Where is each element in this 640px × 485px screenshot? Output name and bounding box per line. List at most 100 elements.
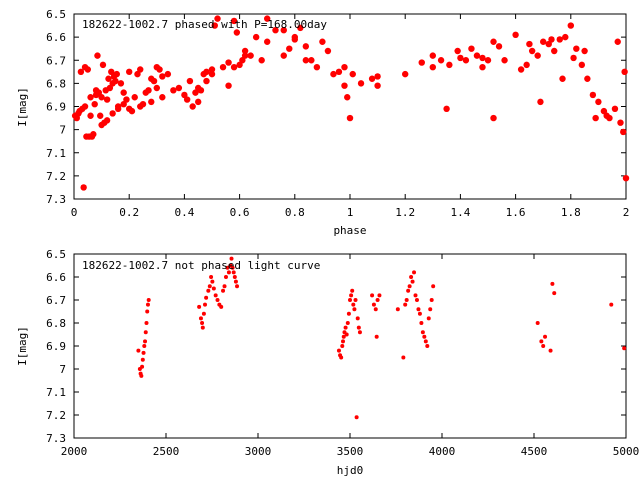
phased-data-point <box>264 38 271 45</box>
phased-data-point <box>457 54 464 62</box>
unphased-data-point <box>426 316 431 321</box>
phased-data-point <box>443 105 450 113</box>
phased-data-point <box>109 110 116 117</box>
unphased-data-point <box>204 295 209 300</box>
phased-data-point <box>357 80 365 87</box>
phased-data-point <box>313 63 321 71</box>
unphased-data-point <box>395 307 400 312</box>
unphased-data-point <box>201 311 206 316</box>
unphased-data-point <box>410 279 415 284</box>
unphased-data-point <box>207 284 212 289</box>
unphased-data-point <box>535 321 540 325</box>
phased-data-point <box>131 94 138 101</box>
unphased-data-point <box>142 344 147 348</box>
phased-y-tick-label: 6.9 <box>46 101 66 114</box>
phased-y-tick-label: 7.1 <box>46 147 66 160</box>
phased-data-point <box>170 87 177 94</box>
unphased-data-point <box>350 288 355 293</box>
unphased-data-point <box>412 270 417 275</box>
unphased-data-point <box>345 321 350 325</box>
unphased-data-point <box>349 293 354 298</box>
phased-data-point <box>236 61 243 69</box>
unphased-data-point <box>210 279 215 284</box>
unphased-data-point <box>229 256 234 261</box>
phased-data-point <box>484 57 492 64</box>
phased-data-point <box>81 103 89 110</box>
unphased-data-point <box>420 330 425 335</box>
unphased-data-point <box>541 344 546 348</box>
phased-data-point <box>164 70 172 78</box>
unphased-y-tick-label: 7 <box>59 363 66 376</box>
phased-data-point <box>145 87 152 94</box>
unphased-data-point <box>404 298 409 302</box>
phased-data-point <box>589 91 597 99</box>
unphased-data-point <box>552 291 557 296</box>
unphased-data-points <box>136 256 627 420</box>
unphased-y-tick-label: 6.8 <box>46 317 66 330</box>
unphased-panel-title: 182622-1002.7 not phased light curve <box>82 259 320 272</box>
phased-data-point <box>252 33 260 41</box>
phased-data-point <box>330 70 337 78</box>
phased-data-point <box>308 57 315 64</box>
phased-data-point <box>600 107 608 115</box>
unphased-data-point <box>353 298 358 302</box>
phased-data-point <box>319 38 326 45</box>
phased-data-point <box>159 73 166 80</box>
unphased-data-point <box>226 270 231 275</box>
phased-data-point <box>126 68 133 76</box>
phased-y-tick-label: 6.7 <box>46 54 66 67</box>
phased-data-point <box>302 43 310 50</box>
phased-data-point <box>233 29 241 36</box>
phased-data-point <box>617 119 624 126</box>
phased-data-point <box>341 82 348 89</box>
unphased-x-tick-label: 4500 <box>521 445 548 458</box>
phased-data-point <box>523 61 530 69</box>
phased-data-point <box>153 84 160 92</box>
phased-data-point <box>230 63 238 71</box>
unphased-data-point <box>346 311 351 316</box>
unphased-data-point <box>232 275 237 279</box>
phased-data-point <box>368 75 376 82</box>
phased-data-point <box>537 98 544 106</box>
phased-x-tick-label: 0.2 <box>119 206 139 219</box>
unphased-data-point <box>343 325 348 330</box>
phased-x-tick-label: 1.2 <box>395 206 415 219</box>
unphased-data-point <box>336 348 341 353</box>
unphased-x-tick-label: 3500 <box>337 445 364 458</box>
phased-data-point <box>186 77 194 85</box>
unphased-y-tick-label: 6.5 <box>46 248 66 261</box>
phased-data-point <box>92 87 100 94</box>
unphased-data-point <box>140 357 145 362</box>
phased-x-tick-label: 0.8 <box>285 206 305 219</box>
unphased-data-point <box>223 275 228 279</box>
unphased-data-point <box>230 265 235 270</box>
unphased-data-point <box>203 302 208 307</box>
unphased-y-tick-label: 6.7 <box>46 294 66 307</box>
unphased-data-point <box>209 275 214 279</box>
phased-data-point <box>297 24 304 32</box>
phased-data-point <box>137 66 144 73</box>
phased-data-point <box>80 184 87 191</box>
phased-data-point <box>578 61 586 69</box>
phased-x-tick-label: 0 <box>71 206 78 219</box>
unphased-data-point <box>200 321 205 325</box>
unphased-data-point <box>550 281 555 286</box>
unphased-data-point <box>222 284 227 289</box>
phased-data-point <box>286 45 293 52</box>
unphased-data-point <box>373 307 378 312</box>
phased-data-point <box>139 100 147 108</box>
unphased-panel: 2000 2500 3000 3500 4000 4500 5000 6.5 6.6 6.7 6.8… <box>16 248 639 477</box>
phased-data-point <box>454 47 461 55</box>
phased-x-axis-label: phase <box>333 224 366 237</box>
phased-data-point <box>189 103 196 110</box>
phased-data-point <box>123 96 130 103</box>
unphased-data-point <box>140 364 145 369</box>
phased-data-point <box>90 131 97 138</box>
phased-data-point <box>584 75 591 82</box>
phased-y-tick-label: 7 <box>59 124 66 137</box>
unphased-y-tick-label: 6.9 <box>46 340 66 353</box>
phased-y-tick-label: 6.8 <box>46 77 66 90</box>
phased-data-point <box>545 40 552 48</box>
phased-data-point <box>534 52 541 59</box>
unphased-data-point <box>219 304 224 309</box>
